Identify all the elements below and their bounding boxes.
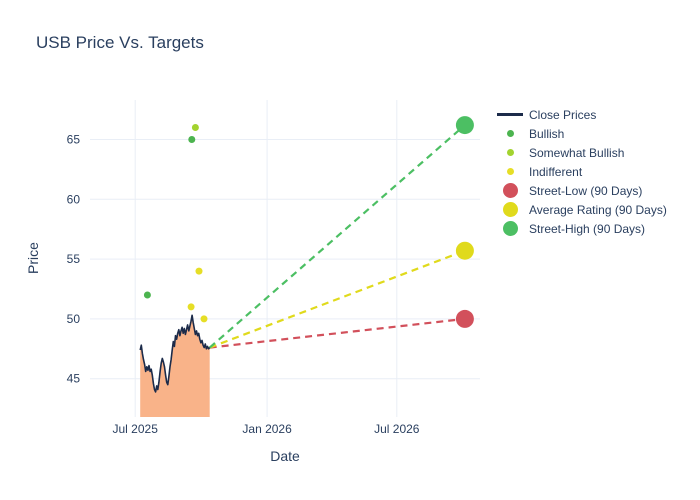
x-tick-label: Jul 2026 xyxy=(374,422,420,436)
legend-item-street-low-90-days[interactable]: Street-Low (90 Days) xyxy=(494,181,667,200)
legend-label-close-prices: Close Prices xyxy=(529,107,597,122)
y-tick-label: 45 xyxy=(67,372,81,386)
legend-dot-swatch-icon xyxy=(494,168,526,175)
legend: Close Prices Bullish Somewhat Bullish Indif… xyxy=(494,105,667,238)
legend-dot-swatch-icon xyxy=(494,221,526,236)
chart-title: USB Price Vs. Targets xyxy=(36,33,204,52)
target-line-street-high-90-days xyxy=(208,124,466,349)
target-marker-average-rating-90-days xyxy=(455,241,474,260)
close-prices-area xyxy=(140,315,210,417)
rating-dot-bullish xyxy=(188,136,196,143)
rating-dot-indifferent xyxy=(195,267,203,275)
legend-item-street-high-90-days[interactable]: Street-High (90 Days) xyxy=(494,219,667,238)
rating-dot-indifferent xyxy=(187,303,195,311)
legend-label-somewhat-bullish: Somewhat Bullish xyxy=(529,145,625,160)
legend-label-street-high-90-days: Street-High (90 Days) xyxy=(529,221,646,236)
target-marker-street-high-90-days xyxy=(455,116,474,135)
legend-item-indifferent[interactable]: Indifferent xyxy=(494,162,667,181)
target-line-average-rating-90-days xyxy=(209,249,466,349)
rating-dot-somewhat-bullish xyxy=(191,124,199,131)
y-tick-label: 55 xyxy=(67,252,81,266)
y-tick-label: 50 xyxy=(67,312,81,326)
legend-line-swatch-icon xyxy=(494,113,526,116)
legend-label-indifferent: Indifferent xyxy=(529,164,583,179)
legend-dot-swatch-icon xyxy=(494,202,526,217)
close-prices-line xyxy=(139,314,211,393)
rating-dot-bullish xyxy=(143,291,151,299)
target-line-street-low-90-days xyxy=(209,317,466,349)
legend-label-average-rating-90-days: Average Rating (90 Days) xyxy=(529,202,667,217)
legend-item-somewhat-bullish[interactable]: Somewhat Bullish xyxy=(494,143,667,162)
x-tick-label: Jan 2026 xyxy=(242,422,292,436)
rating-dot-indifferent xyxy=(200,315,208,323)
legend-dot-swatch-icon xyxy=(494,130,526,137)
legend-item-close-prices[interactable]: Close Prices xyxy=(494,105,667,124)
legend-label-bullish: Bullish xyxy=(529,126,565,141)
y-tick-label: 65 xyxy=(67,133,81,147)
x-axis-title: Date xyxy=(270,448,300,464)
legend-dot-swatch-icon xyxy=(494,183,526,198)
legend-item-bullish[interactable]: Bullish xyxy=(494,124,667,143)
y-tick-label: 60 xyxy=(67,192,81,206)
x-tick-label: Jul 2025 xyxy=(113,422,159,436)
target-marker-street-low-90-days xyxy=(455,309,474,328)
legend-dot-swatch-icon xyxy=(494,149,526,156)
legend-label-street-low-90-days: Street-Low (90 Days) xyxy=(529,183,643,198)
y-axis-title: Price xyxy=(25,242,41,274)
legend-item-average-rating-90-days[interactable]: Average Rating (90 Days) xyxy=(494,200,667,219)
